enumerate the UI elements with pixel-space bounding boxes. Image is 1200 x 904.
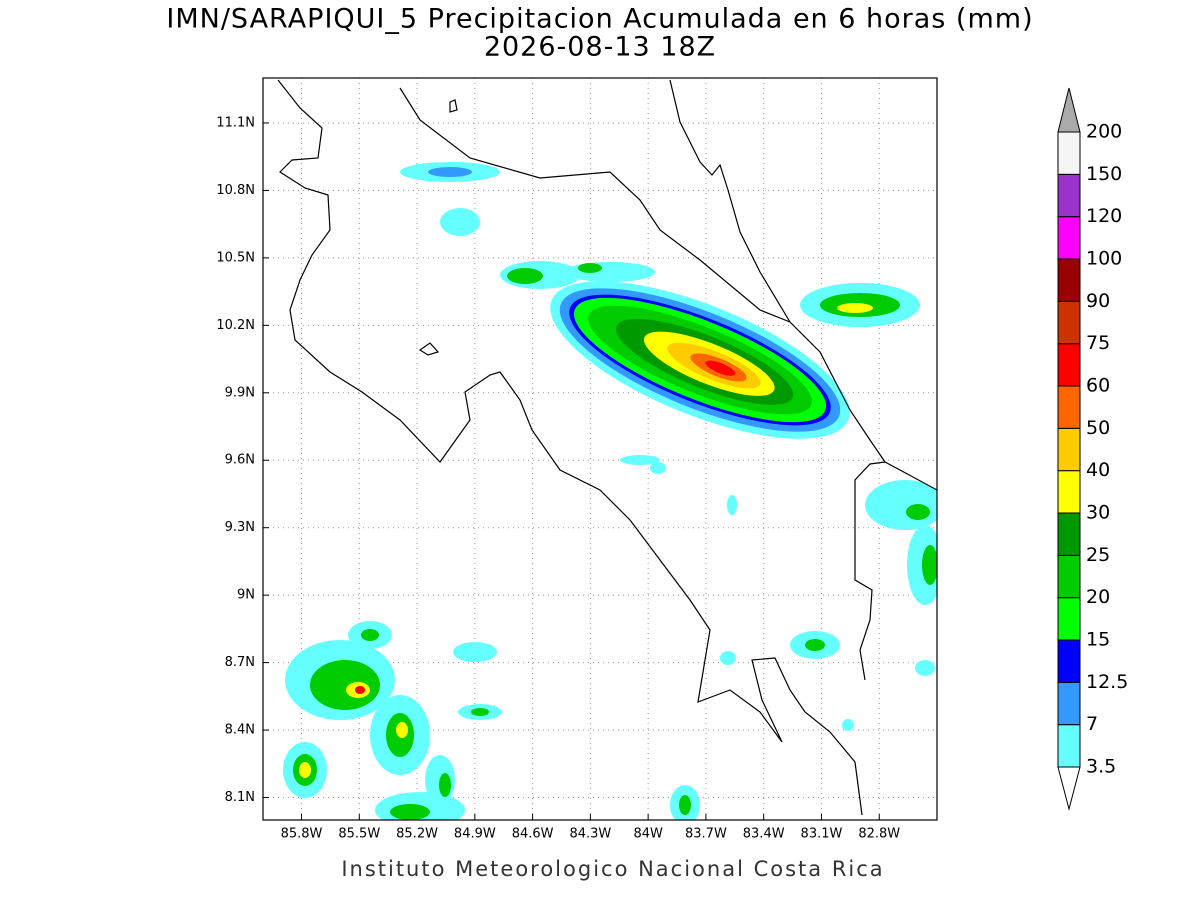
lon-tick-label: 84W (633, 827, 663, 842)
colorbar-label: 150 (1086, 163, 1122, 185)
lon-tick-label: 83.1W (801, 827, 843, 842)
colorbar-label: 30 (1086, 502, 1110, 524)
colorbar-box (1057, 173, 1081, 218)
colorbar-label: 75 (1086, 332, 1110, 354)
lon-tick-label: 84.3W (569, 827, 611, 842)
colorbar-under (1057, 766, 1081, 811)
colorbar-box (1057, 554, 1081, 599)
lat-tick-label: 8.4N (225, 723, 255, 738)
colorbar-label: 100 (1086, 248, 1122, 270)
lon-tick-label: 85.8W (281, 827, 323, 842)
lat-tick-label: 9.3N (225, 520, 255, 535)
colorbar-label: 3.5 (1086, 756, 1116, 778)
title: IMN/SARAPIQUI_5 Precipitacion Acumulada … (166, 4, 1033, 35)
lat-tick-label: 9N (237, 588, 255, 603)
colorbar-label: 15 (1086, 629, 1110, 651)
lat-tick-label: 8.1N (225, 790, 255, 805)
lat-tick-label: 10.2N (216, 318, 255, 333)
colorbar-label: 120 (1086, 205, 1122, 227)
colorbar-label: 40 (1086, 459, 1110, 481)
colorbar-box (1057, 427, 1081, 472)
colorbar-box (1057, 470, 1081, 514)
lon-tick-label: 84.9W (454, 827, 496, 842)
lat-tick-label: 9.9N (225, 385, 255, 400)
lat-tick-label: 11.1N (216, 115, 255, 130)
lon-tick-label: 83.4W (743, 827, 785, 842)
colorbar-box (1057, 681, 1081, 726)
colorbar-box (1057, 300, 1081, 345)
colorbar-label: 60 (1086, 375, 1110, 397)
lat-tick-label: 9.6N (225, 453, 255, 468)
colorbar: 3.5 7 12.5 15 20 25 30 40 50 60 75 90 100 120 150 200 (1057, 87, 1128, 811)
colorbar-label: 50 (1086, 417, 1110, 439)
subtitle: 2026-08-13 18Z (484, 32, 716, 63)
colorbar-box (1057, 343, 1081, 387)
colorbar-label: 7 (1086, 713, 1098, 735)
lat-tick-label: 10.5N (216, 250, 255, 265)
map-frame (262, 77, 938, 821)
colorbar-box (1057, 639, 1081, 683)
grid (263, 78, 937, 820)
lat-tick-label: 8.7N (225, 655, 255, 670)
colorbar-box (1057, 597, 1081, 641)
coastlines (277, 79, 937, 816)
lat-tick-label: 10.8N (216, 183, 255, 198)
colorbar-box (1057, 131, 1081, 175)
lon-tick-label: 82.8W (858, 827, 900, 842)
colorbar-label: 25 (1086, 544, 1110, 566)
colorbar-over (1057, 87, 1081, 133)
colorbar-box (1057, 724, 1081, 768)
colorbar-label: 200 (1086, 121, 1122, 143)
lon-tick-label: 83.7W (685, 827, 727, 842)
colorbar-box (1057, 512, 1081, 556)
lon-tick-label: 85.2W (396, 827, 438, 842)
colorbar-label: 20 (1086, 586, 1110, 608)
colorbar-box (1057, 385, 1081, 429)
lon-tick-label: 84.6W (512, 827, 554, 842)
footer: Instituto Meteorologico Nacional Costa R… (341, 857, 884, 881)
precip-field (283, 162, 937, 820)
colorbar-label: 90 (1086, 290, 1110, 312)
lon-tick-label: 85.5W (338, 827, 380, 842)
colorbar-label: 12.5 (1086, 671, 1128, 693)
colorbar-box (1057, 258, 1081, 302)
colorbar-box (1057, 216, 1081, 260)
